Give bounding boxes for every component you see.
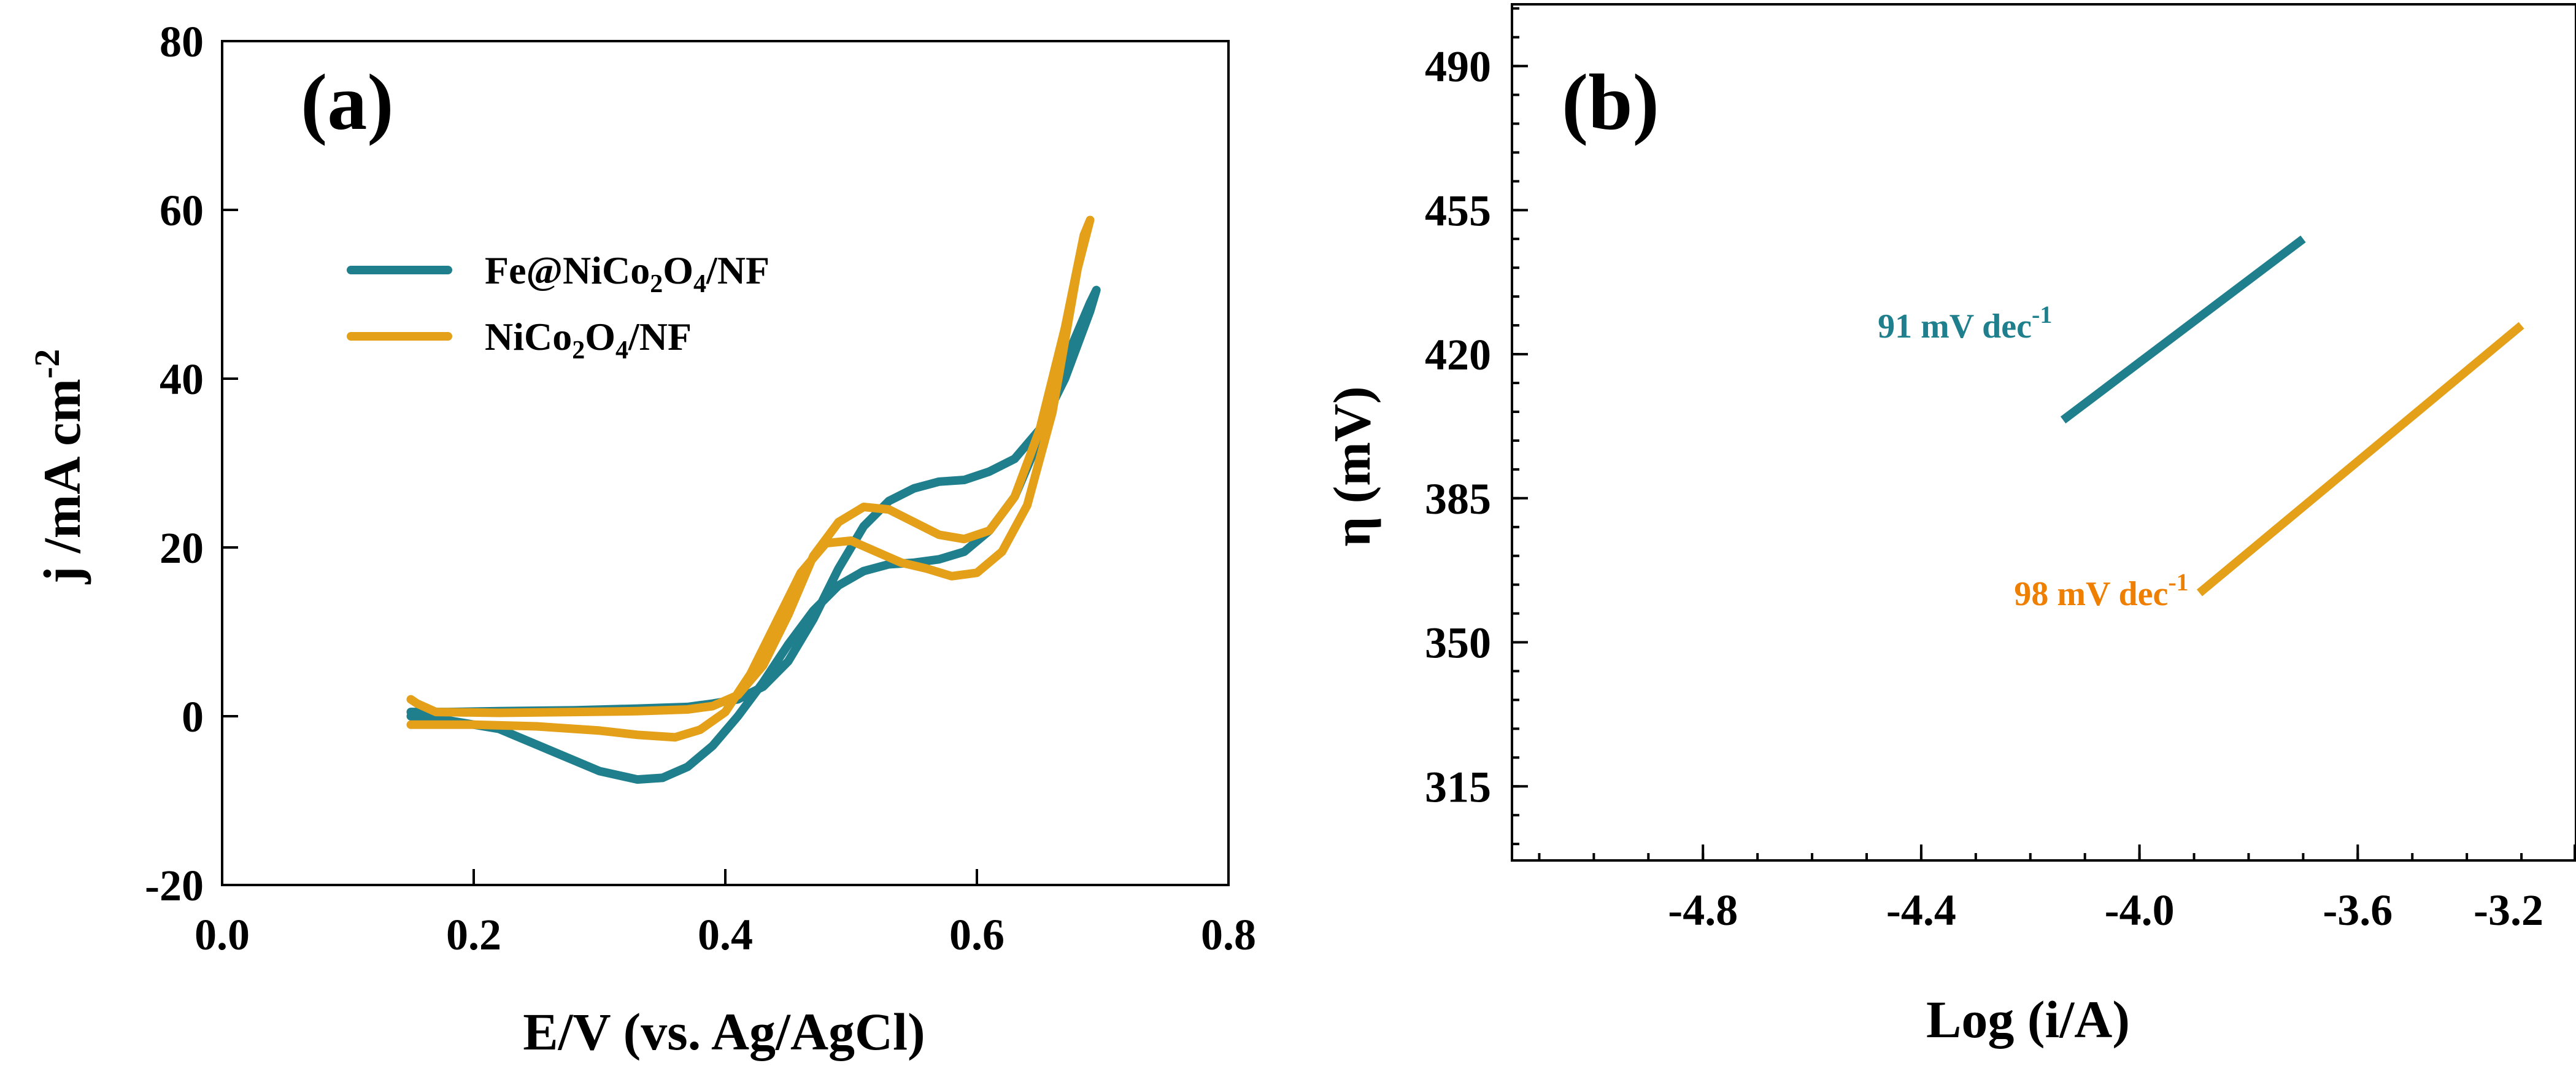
panel-b-tafel-line-1 xyxy=(2196,322,2524,597)
panel-a-ticks: 0.0 0.2 0.4 0.6 0.8 -20 0 20 40 60 80 xyxy=(145,17,1256,959)
panel-a-y-tick-label: -20 xyxy=(145,861,204,910)
panel-a-x-tick-label: 0.4 xyxy=(698,910,753,959)
panel-b-annotations: 91 mV dec-1 98 mV dec-1 xyxy=(1878,301,2189,613)
panel-a-y-tick-label: 0 xyxy=(182,692,204,741)
panel-b-y-tick-label: 350 xyxy=(1425,619,1491,668)
panel-a-x-tick-label: 0.0 xyxy=(195,910,250,959)
panel-a-y-tick-label: 60 xyxy=(160,186,204,235)
panel-b-y-tick-label: 420 xyxy=(1425,330,1491,379)
panel-b-x-tick-label: -3.6 xyxy=(2323,886,2393,935)
panel-a-series-line-0 xyxy=(406,285,1101,784)
panel-b-series xyxy=(2060,235,2524,597)
panel-a-x-tick-label: 0.8 xyxy=(1201,910,1256,959)
panel-b-y-axis-title: η (mV) xyxy=(1322,386,1381,546)
panel-a-x-tick-label: 0.6 xyxy=(949,910,1005,959)
panel-b-ticks: -4.8 -4.4 -4.0 -3.6 -3.2 315 350 385 420 455 490 xyxy=(1425,7,2576,935)
panel-a-series-line-1 xyxy=(406,215,1095,742)
panel-a-legend: Fe@NiCo2O4/NF NiCo2O4/NF xyxy=(347,249,769,365)
panel-a-y-axis-title-sup: -2 xyxy=(27,349,67,379)
panel-b-y-tick-label: 490 xyxy=(1425,42,1491,91)
panel-a-y-axis-title: j /mA cm-2 xyxy=(27,349,91,585)
panel-a-y-tick-label: 40 xyxy=(160,355,204,404)
panel-a-y-tick-label: 20 xyxy=(160,524,204,573)
panel-b-tafel-line-0 xyxy=(2060,235,2306,423)
panel-b-x-axis-title: Log (i/A) xyxy=(1926,990,2130,1049)
panel-a-plot-frame xyxy=(221,40,1230,886)
legend-label-1: NiCo2O4/NF xyxy=(485,315,692,365)
panel-b-x-tick-label: -4.0 xyxy=(2105,886,2175,935)
panel-a-y-tick-label: 80 xyxy=(160,17,204,66)
panel-a-x-tick-label: 0.2 xyxy=(446,910,501,959)
panel-b-label: (b) xyxy=(1562,58,1659,147)
panel-b-x-tick-label: -4.4 xyxy=(1886,886,1956,935)
panel-b-x-tick-label: -3.2 xyxy=(2474,886,2543,935)
panel-a-chart: (a) 0.0 0.2 0.4 0.6 0.8 -20 0 20 40 60 80 Fe@NiCo2… xyxy=(27,17,1256,1061)
panel-b-y-tick-label: 455 xyxy=(1425,186,1491,235)
panel-b-y-tick-label: 385 xyxy=(1425,474,1491,524)
panel-b-chart: (b) -4.8 -4.4 -4.0 -3.6 -3.2 315 350 385 420 455 4… xyxy=(1322,3,2576,1049)
panel-b-plot-frame xyxy=(1511,3,2576,862)
panel-b-slope-label-0: 91 mV dec-1 xyxy=(1878,301,2052,346)
panel-b-y-tick-label: 315 xyxy=(1425,762,1491,811)
panel-a-y-axis-title-main: j /mA cm xyxy=(33,379,91,584)
panel-b-x-tick-label: -4.8 xyxy=(1668,886,1738,935)
panel-a-series xyxy=(406,215,1101,784)
panel-a-label: (a) xyxy=(301,58,394,147)
panel-b-slope-label-1: 98 mV dec-1 xyxy=(2014,568,2188,613)
legend-label-0: Fe@NiCo2O4/NF xyxy=(485,249,769,298)
panel-a-x-axis-title: E/V (vs. Ag/AgCl) xyxy=(523,1002,925,1061)
